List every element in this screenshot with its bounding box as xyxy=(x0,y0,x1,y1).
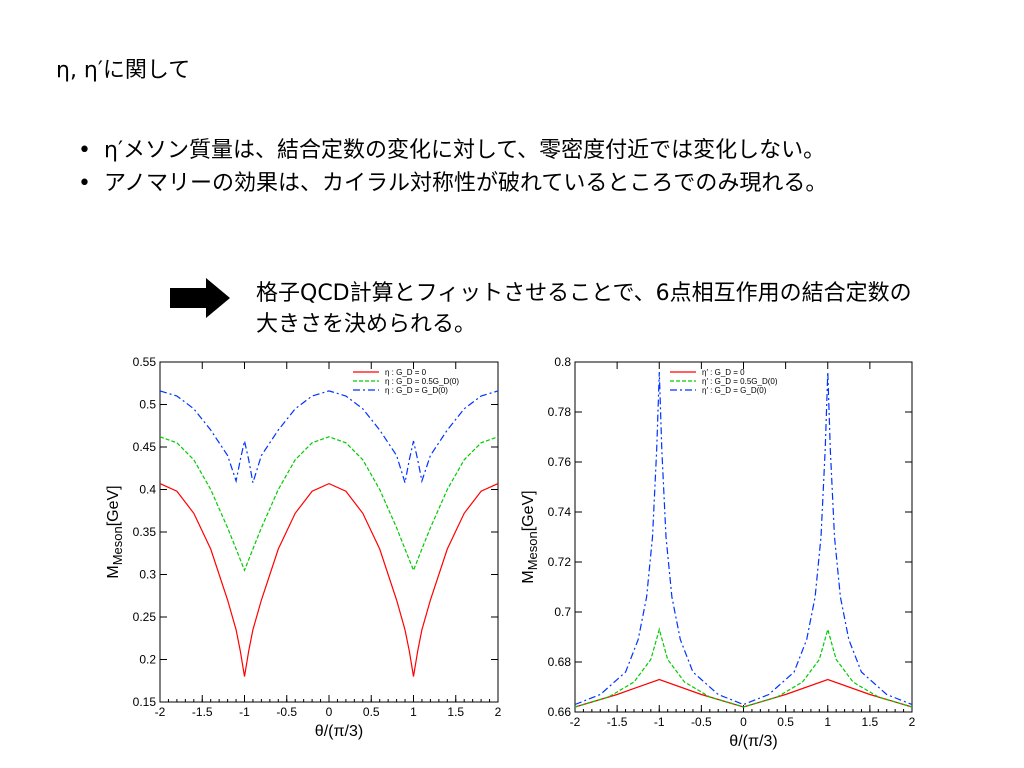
x-tick-label: -2 xyxy=(570,715,581,729)
y-tick-label: 0.55 xyxy=(133,355,157,369)
x-tick-label: -1.5 xyxy=(607,715,628,729)
series-line-0 xyxy=(574,678,913,708)
x-tick-label: -2 xyxy=(155,705,166,719)
y-tick-label: 0.76 xyxy=(548,455,572,469)
eta-prime-mass-chart: -2 -1.5 -1 -0.5 0 0.5 1 1.5 2 0.66 0.68 0.7 0.72 0.74… xyxy=(520,355,916,750)
y-tick-label: 0.3 xyxy=(139,568,156,582)
x-axis-label: θ/(π/3) xyxy=(315,723,363,740)
conclusion-text: 格子QCD計算とフィットさせることで、6点相互作用の結合定数の大きさを決められる… xyxy=(256,281,912,337)
y-tick-label: 0.74 xyxy=(548,505,572,519)
eta-mass-chart: -2 -1.5 -1 -0.5 0 0.5 1 1.5 2 0.15 0.2 0.25 0.3 0.35 0… xyxy=(105,355,502,740)
x-tick-label: 1.5 xyxy=(447,705,464,719)
right-arrow-icon xyxy=(170,278,230,318)
x-tick-label: 0.5 xyxy=(363,705,380,719)
y-tick-label: 0.72 xyxy=(548,555,572,569)
x-tick-label: 0 xyxy=(326,705,333,719)
y-tick-label: 0.15 xyxy=(133,695,157,709)
x-tick-label: 1.5 xyxy=(862,715,879,729)
x-tick-label: 2 xyxy=(909,715,916,729)
y-tick-label: 0.7 xyxy=(554,605,571,619)
bullet-list: • η′メソン質量は、結合定数の変化に対して、零密度付近では変化しない。 • ア… xyxy=(76,135,936,201)
legend-entry: η′ : G_D = G_D(0) xyxy=(702,386,767,395)
bullet-marker: • xyxy=(78,138,91,163)
series-line-0 xyxy=(159,482,499,677)
plot-frame xyxy=(159,361,499,703)
y-tick-label: 0.35 xyxy=(133,525,157,539)
y-tick-label: 0.66 xyxy=(548,705,572,719)
legend-entry: η : G_D = 0 xyxy=(385,368,427,377)
bullet-text: アノマリーの効果は、カイラル対称性が破れているところでのみ現れる。 xyxy=(104,171,828,196)
x-tick-label: 0.5 xyxy=(777,715,794,729)
bullet-item: • η′メソン質量は、結合定数の変化に対して、零密度付近では変化しない。 xyxy=(76,135,936,166)
legend-entry: η′ : G_D = 0 xyxy=(702,368,745,377)
y-tick-label: 0.8 xyxy=(554,355,571,369)
bullet-marker: • xyxy=(78,171,91,196)
y-axis-label: MMeson[GeV] xyxy=(105,485,125,578)
y-tick-label: 0.45 xyxy=(133,440,157,454)
plot-frame xyxy=(574,361,913,713)
y-tick-label: 0.5 xyxy=(139,398,156,412)
x-axis-label: θ/(π/3) xyxy=(729,733,777,750)
legend-entry: η : G_D = G_D(0) xyxy=(385,386,448,395)
x-tick-label: 0 xyxy=(740,715,747,729)
slide-title: η, η′に関して xyxy=(56,58,191,83)
x-tick-label: 1 xyxy=(824,715,831,729)
x-tick-label: -0.5 xyxy=(276,705,297,719)
bullet-item: • アノマリーの効果は、カイラル対称性が破れているところでのみ現れる。 xyxy=(76,168,936,199)
x-tick-label: -1 xyxy=(239,705,250,719)
legend-entry: η : G_D = 0.5G_D(0) xyxy=(385,377,459,386)
x-tick-label: -1.5 xyxy=(192,705,213,719)
x-tick-label: 1 xyxy=(410,705,417,719)
bullet-text: η′メソン質量は、結合定数の変化に対して、零密度付近では変化しない。 xyxy=(104,138,826,163)
y-tick-label: 0.4 xyxy=(139,483,156,497)
x-tick-label: 2 xyxy=(495,705,502,719)
series-line-2 xyxy=(159,390,499,484)
y-axis-label: MMeson[GeV] xyxy=(520,490,540,583)
y-tick-label: 0.78 xyxy=(548,405,572,419)
legend-entry: η′ : G_D = 0.5G_D(0) xyxy=(702,377,778,386)
series-line-1 xyxy=(159,436,499,572)
series-line-1 xyxy=(574,627,913,708)
x-tick-label: -0.5 xyxy=(691,715,712,729)
series-line-2 xyxy=(574,371,913,706)
x-tick-label: -1 xyxy=(654,715,665,729)
y-tick-label: 0.25 xyxy=(133,610,157,624)
y-tick-label: 0.68 xyxy=(548,655,572,669)
y-tick-label: 0.2 xyxy=(139,653,156,667)
